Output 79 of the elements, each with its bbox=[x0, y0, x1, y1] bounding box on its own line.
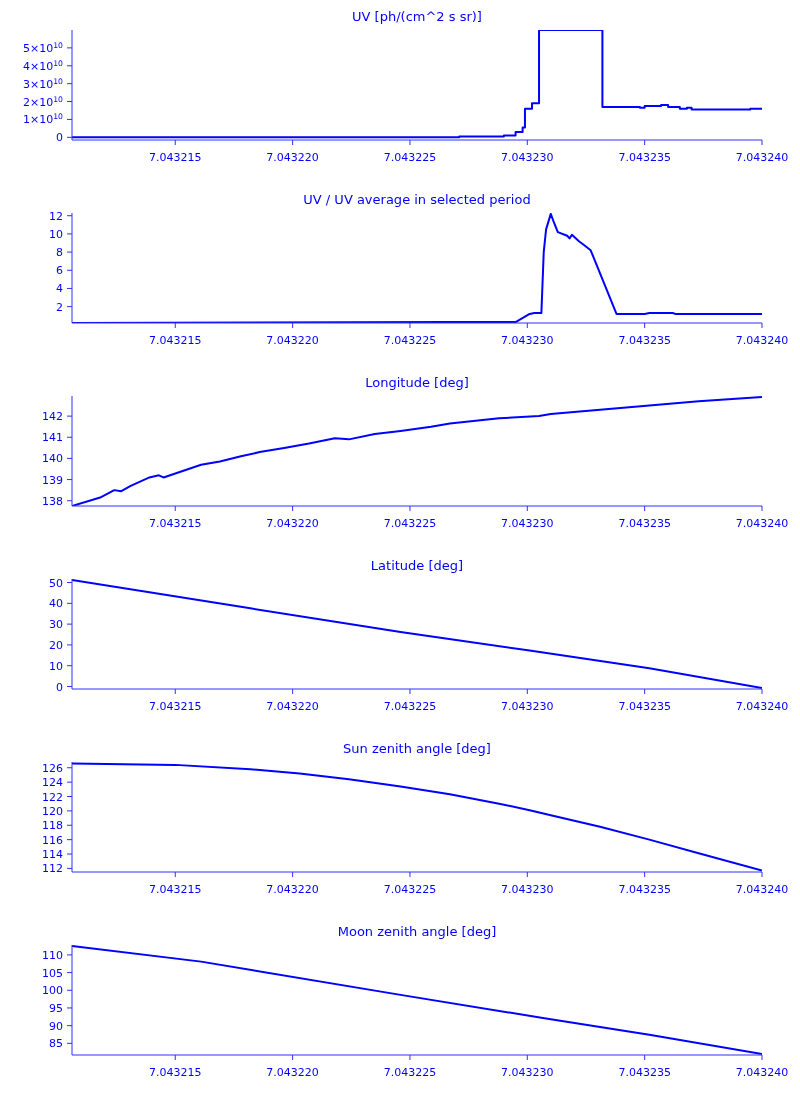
y-tick-label: 10 bbox=[49, 659, 63, 673]
y-tick-label: 95 bbox=[49, 1001, 63, 1015]
y-tick-label: 114 bbox=[42, 848, 63, 862]
y-tick-label: 4×10$^{10}$ bbox=[22, 58, 64, 73]
x-tick-label: 7.043215 bbox=[149, 334, 202, 347]
x-tick-label: 7.043225 bbox=[383, 517, 437, 530]
x-tick-label: 7.043230 bbox=[501, 517, 554, 530]
y-tick-label: 10 bbox=[49, 227, 63, 241]
x-tick-label: 7.043230 bbox=[501, 1066, 554, 1079]
x-tick-label: 7.043230 bbox=[501, 883, 554, 896]
x-tick-label: 7.043225 bbox=[383, 334, 437, 347]
x-tick-label: 7.043235 bbox=[618, 517, 671, 530]
x-tick-label: 7.043230 bbox=[501, 700, 554, 713]
y-tick-label: 3×10$^{10}$ bbox=[22, 76, 64, 91]
x-tick-label: 7.043235 bbox=[618, 700, 671, 713]
y-tick-label: 105 bbox=[42, 966, 63, 980]
y-tick-label: 112 bbox=[42, 862, 63, 876]
y-tick-label: 122 bbox=[42, 790, 63, 804]
y-tick-label: 141 bbox=[42, 431, 63, 445]
y-tick-label: 140 bbox=[42, 452, 63, 466]
y-tick-label: 138 bbox=[42, 494, 63, 508]
x-tick-label: 7.043220 bbox=[266, 334, 319, 347]
x-tick-label: 7.043240 bbox=[735, 883, 789, 896]
x-tick-label: 7.043235 bbox=[618, 151, 671, 164]
y-tick-label: 0 bbox=[56, 680, 63, 694]
y-tick-label: 0 bbox=[56, 131, 63, 145]
chart-title: Moon zenith angle [deg] bbox=[336, 923, 498, 941]
x-tick-label: 7.043220 bbox=[266, 1066, 319, 1079]
x-tick-label: 7.043215 bbox=[149, 883, 202, 896]
chart-title: Latitude [deg] bbox=[369, 557, 465, 575]
x-tick-label: 7.043235 bbox=[618, 334, 671, 347]
y-tick-label: 20 bbox=[49, 638, 63, 652]
chart-title: UV / UV average in selected period bbox=[302, 191, 532, 209]
y-tick-label: 5×10$^{10}$ bbox=[22, 40, 64, 55]
x-tick-label: 7.043225 bbox=[383, 700, 437, 713]
y-tick-label: 85 bbox=[49, 1037, 63, 1051]
x-tick-label: 7.043215 bbox=[149, 151, 202, 164]
y-tick-label: 2×10$^{10}$ bbox=[22, 94, 64, 109]
x-tick-label: 7.043235 bbox=[618, 883, 671, 896]
y-tick-label: 1×10$^{10}$ bbox=[22, 111, 64, 127]
x-tick-label: 7.043220 bbox=[266, 517, 319, 530]
chart-title: Longitude [deg] bbox=[364, 374, 470, 392]
x-tick-label: 7.043240 bbox=[735, 334, 789, 347]
y-tick-label: 30 bbox=[49, 618, 63, 632]
x-tick-label: 7.043230 bbox=[501, 151, 554, 164]
x-tick-label: 7.043215 bbox=[149, 1066, 202, 1079]
x-tick-label: 7.043220 bbox=[266, 151, 319, 164]
y-tick-label: 139 bbox=[42, 473, 63, 487]
x-tick-label: 7.043235 bbox=[618, 1066, 671, 1079]
x-tick-label: 7.043225 bbox=[383, 1066, 437, 1079]
y-tick-label: 4 bbox=[56, 282, 63, 296]
y-tick-label: 6 bbox=[56, 264, 63, 278]
x-tick-label: 7.043225 bbox=[383, 151, 437, 164]
y-tick-label: 90 bbox=[49, 1019, 63, 1033]
x-tick-label: 7.043215 bbox=[149, 700, 202, 713]
x-tick-label: 7.043220 bbox=[266, 883, 319, 896]
y-tick-label: 2 bbox=[56, 300, 63, 314]
x-tick-label: 7.043220 bbox=[266, 700, 319, 713]
y-tick-label: 50 bbox=[49, 576, 63, 590]
x-tick-label: 7.043225 bbox=[383, 883, 437, 896]
x-tick-label: 7.043240 bbox=[735, 151, 789, 164]
y-tick-label: 12 bbox=[49, 209, 63, 223]
x-tick-label: 7.043240 bbox=[735, 1066, 789, 1079]
y-tick-label: 118 bbox=[42, 819, 63, 833]
y-tick-label: 116 bbox=[42, 833, 63, 847]
x-tick-label: 7.043230 bbox=[501, 334, 554, 347]
x-tick-label: 7.043240 bbox=[735, 700, 789, 713]
y-tick-label: 124 bbox=[42, 776, 63, 790]
y-tick-label: 40 bbox=[49, 597, 63, 611]
y-tick-label: 126 bbox=[42, 761, 63, 775]
x-tick-label: 7.043240 bbox=[735, 517, 789, 530]
x-tick-label: 7.043215 bbox=[149, 517, 202, 530]
chart-title: Sun zenith angle [deg] bbox=[342, 740, 492, 758]
y-tick-label: 100 bbox=[42, 984, 63, 998]
y-tick-label: 142 bbox=[42, 410, 63, 424]
y-tick-label: 120 bbox=[42, 804, 63, 818]
chart-title: UV [ph/(cm^2 s sr)] bbox=[351, 8, 483, 26]
y-tick-label: 110 bbox=[42, 948, 63, 962]
y-tick-label: 8 bbox=[56, 246, 63, 260]
